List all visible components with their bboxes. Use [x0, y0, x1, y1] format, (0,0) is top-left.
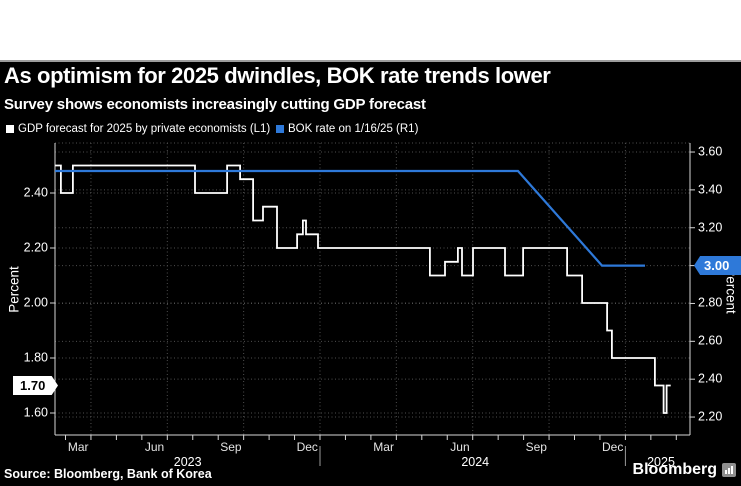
bloomberg-wordmark: Bloomberg: [633, 461, 736, 479]
chart-title: As optimism for 2025 dwindles, BOK rate …: [4, 63, 551, 88]
left-axis-title: Percent: [6, 266, 22, 313]
bok-series-swatch-icon: [276, 125, 284, 133]
last-value-badge-bok: 3.00: [694, 256, 741, 275]
bloomberg-brand-text: Bloomberg: [632, 461, 717, 478]
bok-rate-line: [55, 169, 645, 267]
source-note: Source: Bloomberg, Bank of Korea: [4, 467, 212, 481]
gdp-forecast-line: [55, 164, 671, 414]
legend-item-bok: BOK rate on 1/16/25 (R1): [276, 123, 418, 135]
chart-subtitle: Survey shows economists increasingly cut…: [4, 96, 426, 113]
top-strip: [0, 0, 741, 62]
legend-label-bok: BOK rate on 1/16/25 (R1): [288, 123, 419, 135]
bloomberg-logo-icon: [722, 463, 736, 477]
legend-item-gdp: GDP forecast for 2025 by private economi…: [6, 123, 270, 135]
gdp-series-swatch-icon: [6, 125, 14, 133]
last-value-badge-gdp: 1.70: [13, 376, 58, 395]
legend-label-gdp: GDP forecast for 2025 by private economi…: [18, 123, 271, 135]
